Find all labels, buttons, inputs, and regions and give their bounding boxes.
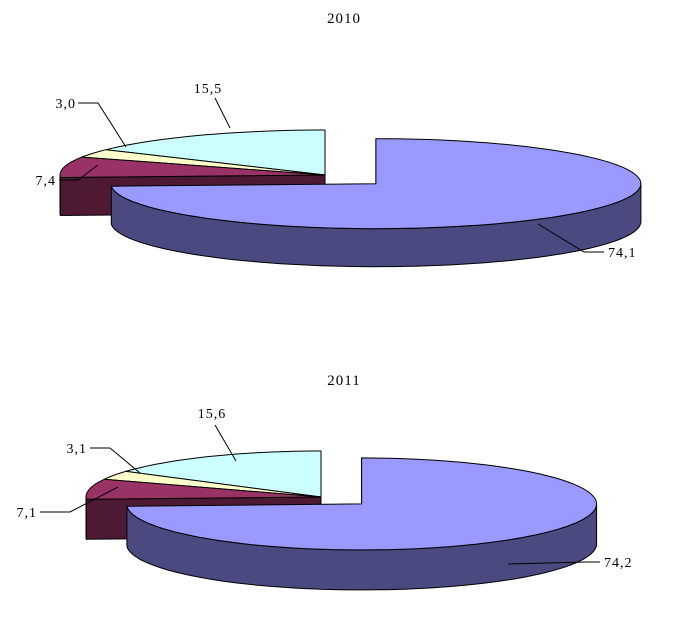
- leader-line-3-1: [90, 447, 141, 474]
- pie-slice-top-74-2: [126, 457, 597, 551]
- leader-line-15-6: [214, 424, 237, 462]
- data-label-74-1: 74,1: [608, 246, 637, 261]
- leader-line-74-1: [537, 223, 604, 253]
- pie-slice-top-7-1: [85, 478, 322, 500]
- data-label-3-1: 3,1: [67, 442, 88, 457]
- pie-labels-2011: 74,2 7,1 3,1 15,6: [17, 407, 633, 571]
- pie-slice-74-2: [126, 457, 598, 591]
- data-label-3-0: 3,0: [56, 97, 77, 112]
- pie-chart-2011: 2011 74,2 7,1 3,1 15,6: [17, 373, 633, 591]
- leader-line-74-2: [507, 561, 600, 565]
- data-label-74-2: 74,2: [604, 556, 633, 571]
- chart-title-2010: 2010: [327, 11, 361, 27]
- pie-slice-top-74-1: [110, 138, 642, 230]
- data-label-15-6: 15,6: [198, 407, 227, 422]
- pie-labels-2010: 74,1 7,4 3,0 15,5: [36, 82, 637, 261]
- pie-chart-2010: 2010 74,1 7,4 3,0 15,5: [36, 11, 642, 268]
- pie-slice-top-7-4: [59, 156, 326, 178]
- pie-slices-2010: [59, 129, 642, 268]
- leader-line-3-0: [78, 102, 127, 148]
- pie-slice-top-15-5: [105, 129, 326, 176]
- data-label-15-5: 15,5: [194, 82, 223, 97]
- leader-line-7-4: [59, 164, 99, 181]
- chart-title-2011: 2011: [327, 373, 360, 389]
- data-label-7-4: 7,4: [36, 174, 57, 189]
- leader-line-15-5: [214, 97, 231, 129]
- data-label-7-1: 7,1: [17, 506, 38, 521]
- pie-slice-74-1: [110, 138, 642, 268]
- pie-slices-2011: [85, 450, 598, 591]
- leader-line-7-1: [40, 486, 119, 513]
- pie-slice-top-15-6: [125, 450, 322, 498]
